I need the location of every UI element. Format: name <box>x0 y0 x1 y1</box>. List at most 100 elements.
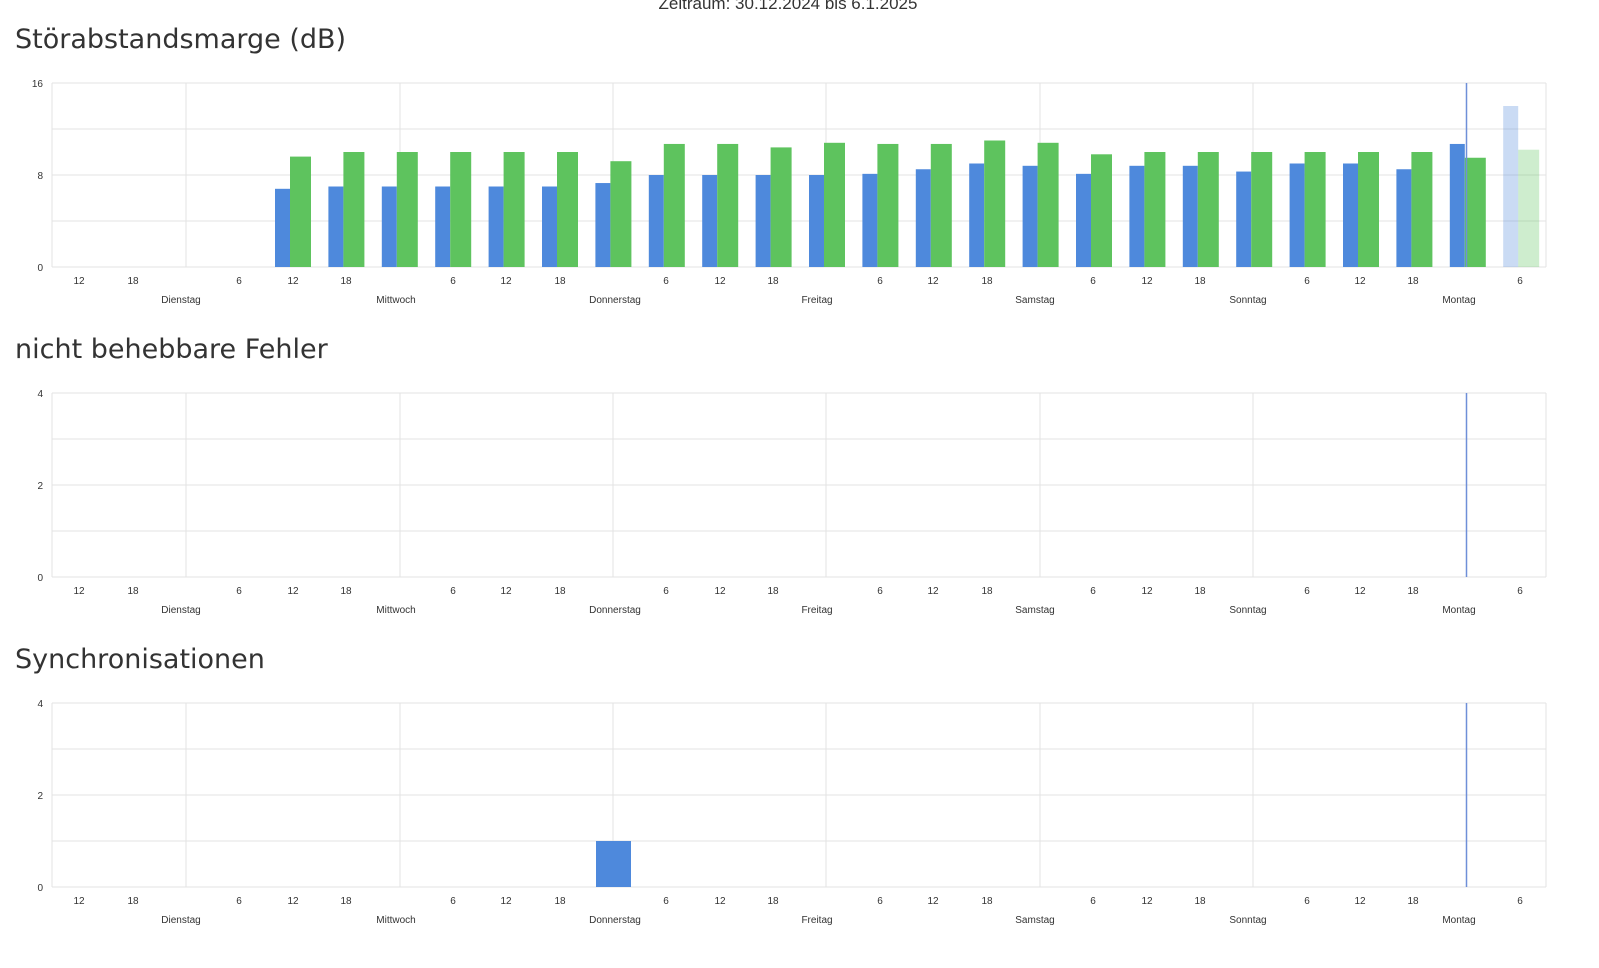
day-label: Montag <box>1442 295 1475 306</box>
bar-series-1 <box>1129 165 1145 267</box>
bar-series-1 <box>1022 165 1038 267</box>
bar-series-1 <box>755 175 771 267</box>
x-tick-label: 12 <box>287 586 299 597</box>
bar-series-1 <box>702 175 718 267</box>
x-tick-label: 18 <box>340 276 352 287</box>
x-tick-label: 12 <box>714 276 726 287</box>
bar-series-2 <box>610 161 632 267</box>
x-tick-label: 12 <box>287 276 299 287</box>
bar-series-1 <box>1289 163 1305 267</box>
x-tick-label: 18 <box>767 586 779 597</box>
x-tick-label: 6 <box>1090 896 1096 907</box>
bar-series-2 <box>1411 152 1433 267</box>
x-tick-label: 6 <box>1090 586 1096 597</box>
bar-series-2 <box>1358 152 1379 267</box>
y-tick-label: 4 <box>37 389 43 400</box>
bar-series-2 <box>1518 149 1540 267</box>
y-tick-label: 0 <box>37 263 43 274</box>
bar-series-1 <box>1396 169 1412 267</box>
x-tick-label: 12 <box>1141 276 1153 287</box>
x-tick-label: 6 <box>1517 896 1523 907</box>
x-tick-label: 12 <box>714 586 726 597</box>
x-tick-label: 12 <box>714 896 726 907</box>
bar-series-1 <box>595 183 611 267</box>
bar-series-1 <box>435 186 451 267</box>
x-tick-label: 12 <box>1141 896 1153 907</box>
bar-series-2 <box>770 147 792 267</box>
x-tick-label: 12 <box>927 276 939 287</box>
bar-series-1 <box>381 186 397 267</box>
y-tick-label: 0 <box>37 883 43 894</box>
day-label: Mittwoch <box>376 605 415 616</box>
x-tick-label: 18 <box>1194 586 1206 597</box>
uncorrectable-errors-chart: 0 2 4 12 18 6 12 18 6 12 18 6 12 18 6 12 18 6 12 18 6 12 18 6 Di… <box>37 389 1547 616</box>
day-label: Montag <box>1442 605 1475 616</box>
bar-series-2 <box>503 152 525 267</box>
bar-series-2 <box>984 140 1006 267</box>
day-label: Sonntag <box>1229 295 1266 306</box>
chart-title-uncorrectable-errors: nicht behebbare Fehler <box>15 334 328 365</box>
day-label: Samstag <box>1015 605 1054 616</box>
x-tick-label: 6 <box>1304 276 1310 287</box>
x-tick-label: 18 <box>127 896 139 907</box>
x-tick-label: 18 <box>767 276 779 287</box>
x-tick-label: 18 <box>981 896 993 907</box>
x-tick-label: 18 <box>981 586 993 597</box>
x-tick-label: 12 <box>500 586 512 597</box>
period-label: Zeitraum: 30.12.2024 bis 6.1.2025 <box>658 0 918 13</box>
x-tick-label: 6 <box>1517 276 1523 287</box>
day-label: Sonntag <box>1229 915 1266 926</box>
x-tick-label: 12 <box>1141 586 1153 597</box>
bar-series-2 <box>343 152 365 267</box>
day-label: Mittwoch <box>376 295 415 306</box>
x-tick-label: 18 <box>340 586 352 597</box>
bar-series-1 <box>542 186 557 267</box>
bar-series-2 <box>877 143 899 267</box>
x-tick-label: 18 <box>767 896 779 907</box>
x-tick-label: 18 <box>1407 586 1419 597</box>
bar-series-1 <box>969 163 985 267</box>
x-tick-label: 6 <box>450 586 456 597</box>
x-tick-label: 6 <box>1517 586 1523 597</box>
x-tick-label: 18 <box>340 896 352 907</box>
y-tick-label: 8 <box>37 171 43 182</box>
bar-sync <box>596 841 631 887</box>
x-tick-label: 12 <box>927 896 939 907</box>
y-tick-label: 4 <box>37 699 43 710</box>
day-label: Donnerstag <box>589 915 641 926</box>
day-label: Dienstag <box>161 295 200 306</box>
bar-series-1 <box>915 169 931 267</box>
x-tick-label: 18 <box>1194 276 1206 287</box>
bar-series-2 <box>396 152 418 267</box>
x-tick-label: 18 <box>1407 896 1419 907</box>
x-tick-label: 6 <box>236 896 242 907</box>
x-tick-label: 6 <box>450 276 456 287</box>
x-tick-label: 12 <box>1354 276 1366 287</box>
bar-series-2 <box>1091 154 1112 267</box>
x-tick-label: 18 <box>1407 276 1419 287</box>
x-tick-label: 18 <box>554 586 566 597</box>
x-tick-label: 12 <box>1354 586 1366 597</box>
bar-series-2 <box>1197 152 1219 267</box>
y-tick-label: 2 <box>37 481 43 492</box>
x-tick-label: 12 <box>287 896 299 907</box>
bar-series-1 <box>488 186 504 267</box>
day-label: Mittwoch <box>376 915 415 926</box>
x-tick-label: 12 <box>500 276 512 287</box>
bar-series-1 <box>1076 173 1091 267</box>
chart-title-snr-margin: Störabstandsmarge (dB) <box>15 24 347 55</box>
bar-series-2 <box>663 143 685 267</box>
day-label: Freitag <box>801 295 832 306</box>
x-tick-label: 6 <box>877 276 883 287</box>
x-tick-label: 12 <box>73 896 85 907</box>
bar-series-1 <box>1449 143 1465 267</box>
x-tick-label: 18 <box>554 896 566 907</box>
x-tick-label: 12 <box>73 586 85 597</box>
bar-series-1 <box>1503 106 1519 267</box>
bar-series-1 <box>1343 163 1358 267</box>
bar-series-2 <box>824 142 845 267</box>
day-label: Samstag <box>1015 915 1054 926</box>
y-tick-label: 0 <box>37 573 43 584</box>
bar-series-1 <box>1236 171 1252 267</box>
bar-series-2 <box>930 143 952 267</box>
